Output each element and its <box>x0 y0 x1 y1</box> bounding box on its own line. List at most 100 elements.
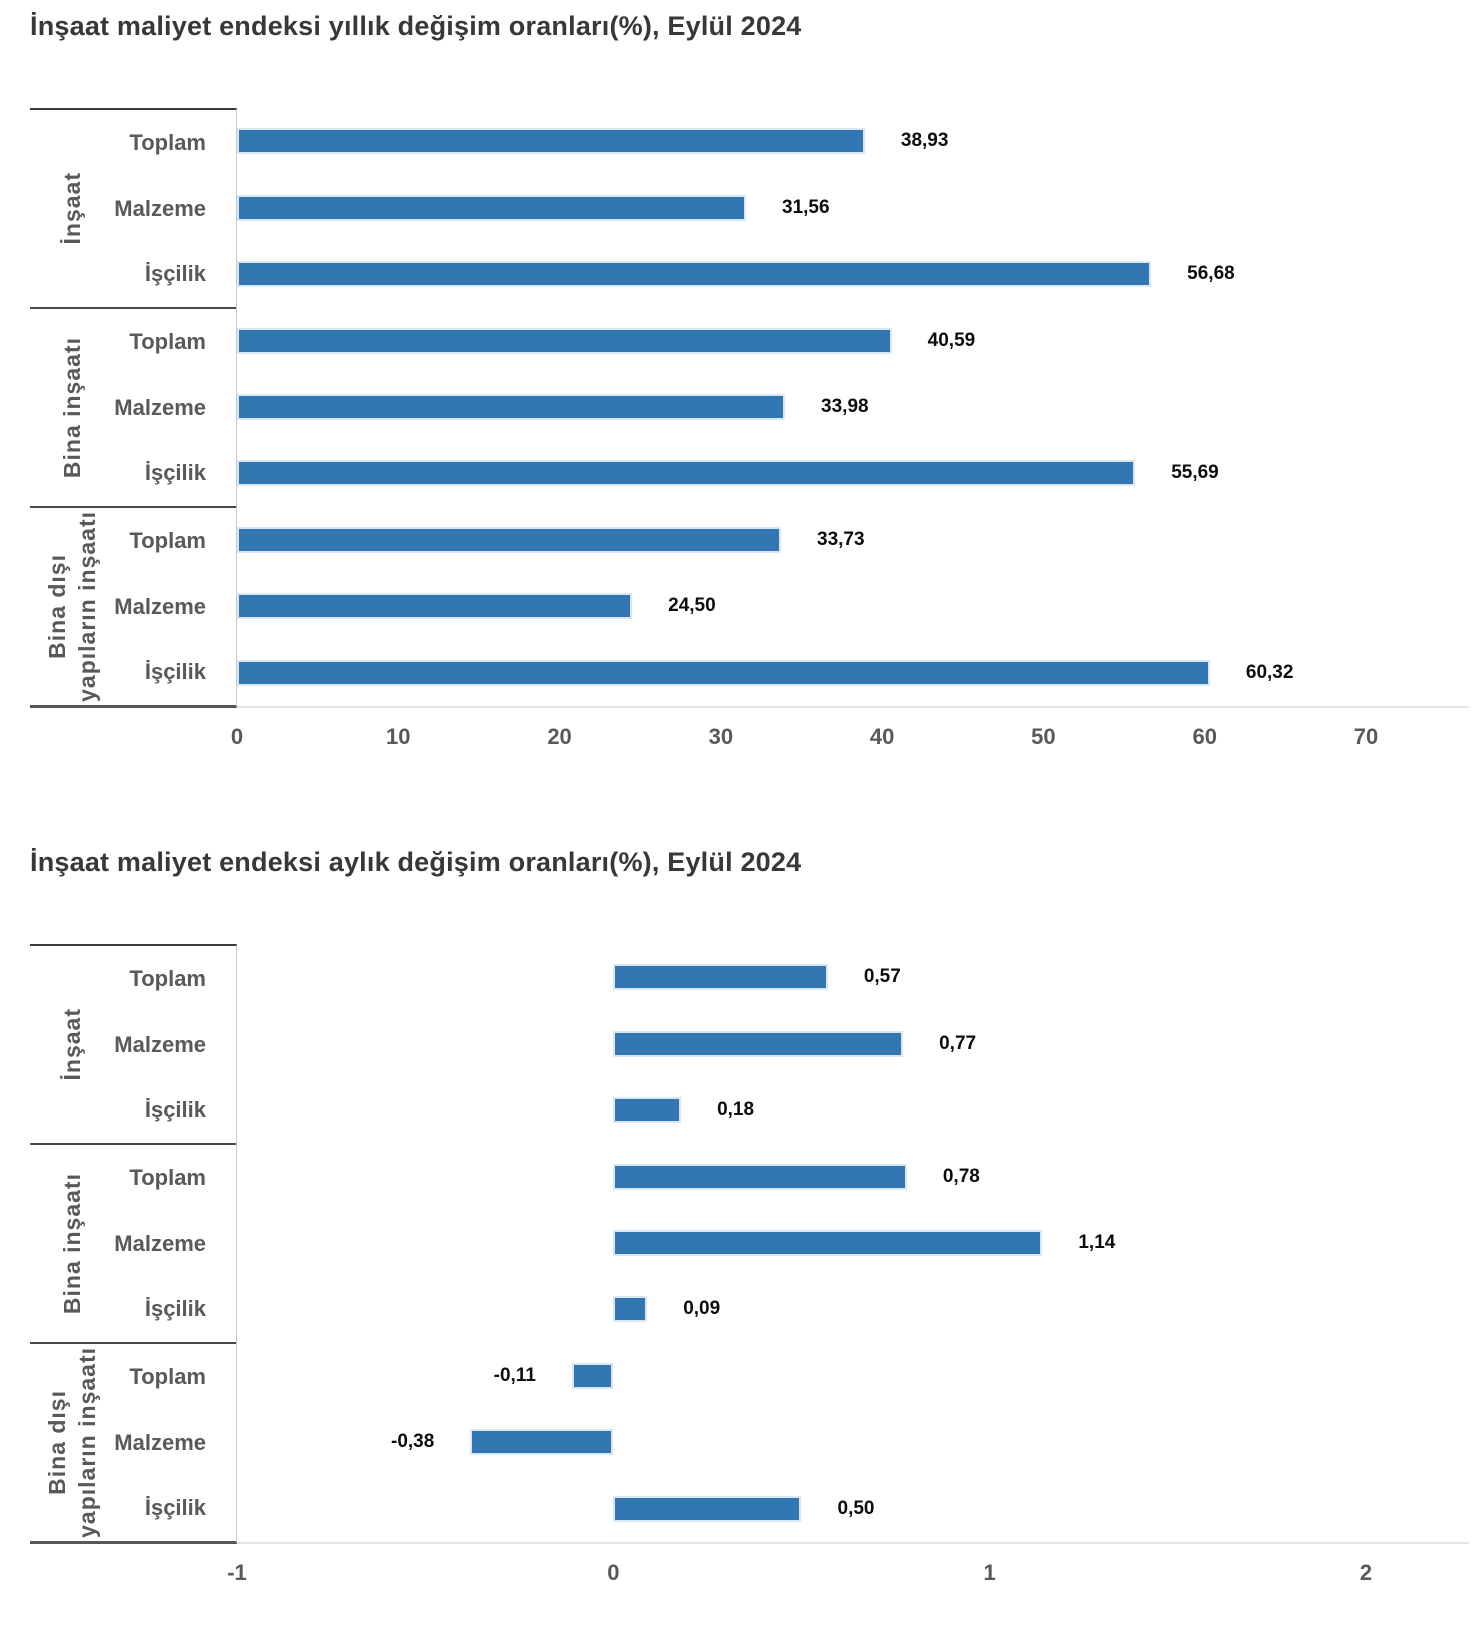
bar-row: 33,98 <box>237 374 1366 440</box>
axis-tick-label: 30 <box>708 724 734 749</box>
axis-tick-label: 1 <box>983 1560 996 1585</box>
axis-tick-label: 70 <box>1353 724 1379 749</box>
axis-tick-label: 40 <box>869 724 895 749</box>
annual-plot-area: 38,93 31,56 56,68 40,59 33,98 55,69 33,73 24,50… <box>237 108 1366 708</box>
category-label: Toplam <box>129 1164 206 1190</box>
bar <box>613 1163 907 1190</box>
category-labels: Toplam Malzeme İşçilik <box>114 110 236 307</box>
category-labels: Toplam Malzeme İşçilik <box>114 1145 236 1342</box>
bar-row: 0,09 <box>237 1276 1366 1342</box>
bar <box>613 964 828 991</box>
category-labels: Toplam Malzeme İşçilik <box>114 309 236 506</box>
value-label: 0,09 <box>683 1298 721 1320</box>
value-label: 40,59 <box>927 329 976 351</box>
bar <box>237 261 1152 288</box>
category-label: Toplam <box>129 129 206 155</box>
value-label: 0,77 <box>939 1032 977 1054</box>
category-label: Malzeme <box>114 1031 206 1057</box>
axis-tick-label: -1 <box>227 1560 247 1585</box>
bar <box>613 1030 904 1057</box>
value-label: 31,56 <box>782 196 830 218</box>
bar-row: 1,14 <box>237 1210 1366 1276</box>
group-label-line: Bina dışı <box>43 554 70 659</box>
monthly-chart-body: İnşaat Toplam Malzeme İşçilik Bina inşaatı To… <box>30 944 1476 1544</box>
bar-row: 55,69 <box>237 440 1366 506</box>
monthly-plot-area: 0,57 0,77 0,18 0,78 1,14 0,09 -0,11 -0,38 0,50 <box>237 944 1366 1544</box>
value-label: 56,68 <box>1187 263 1235 285</box>
group-label: Bina dışı yapıların inşaatı <box>30 1344 114 1541</box>
category-group: Bina dışı yapıların inşaatı Toplam Malzeme İ… <box>30 1342 236 1541</box>
annual-chart-title: İnşaat maliyet endeksi yıllık değişim or… <box>30 11 802 41</box>
category-labels: Toplam Malzeme İşçilik <box>114 508 236 705</box>
category-group: Bina dışı yapıların inşaatı Toplam Malzeme İ… <box>30 506 236 705</box>
axis-extension <box>1366 944 1469 1544</box>
group-label: Bina inşaatı <box>30 309 114 506</box>
category-label: Malzeme <box>114 1230 206 1256</box>
category-label: İşçilik <box>144 1495 206 1521</box>
value-label: 33,98 <box>821 395 869 417</box>
axis-tick-label: 50 <box>1031 724 1056 749</box>
value-label: 38,93 <box>900 130 949 152</box>
group-label: İnşaat <box>30 110 114 307</box>
value-label: 1,14 <box>1078 1231 1116 1253</box>
axis-tick-label: 0 <box>230 724 244 749</box>
category-label: İşçilik <box>144 1097 206 1123</box>
bar <box>237 593 633 620</box>
bar <box>237 526 782 553</box>
bar <box>613 1229 1043 1256</box>
category-group: İnşaat Toplam Malzeme İşçilik <box>30 110 236 307</box>
category-label: Toplam <box>129 328 206 354</box>
category-label: Toplam <box>129 527 206 553</box>
category-label: İşçilik <box>144 261 206 287</box>
category-labels: Toplam Malzeme İşçilik <box>114 1344 236 1541</box>
group-label-line: yapıların inşaatı <box>73 511 100 702</box>
value-label: 0,18 <box>717 1099 755 1121</box>
monthly-category-axis: İnşaat Toplam Malzeme İşçilik Bina inşaatı To… <box>30 944 237 1544</box>
annual-category-axis: İnşaat Toplam Malzeme İşçilik Bina inşaatı To… <box>30 108 237 708</box>
value-label: -0,11 <box>493 1364 536 1386</box>
bar-row: 0,18 <box>237 1077 1366 1143</box>
bar-row: -0,11 <box>237 1343 1366 1409</box>
bar-row: -0,38 <box>237 1409 1366 1475</box>
bar <box>571 1362 614 1389</box>
group-label-line: Bina inşaatı <box>58 336 85 479</box>
category-label: Malzeme <box>114 195 206 221</box>
category-group: İnşaat Toplam Malzeme İşçilik <box>30 946 236 1143</box>
bar-row: 24,50 <box>237 573 1366 639</box>
group-label-line: Bina dışı <box>43 1390 70 1495</box>
value-label: 0,50 <box>837 1497 875 1519</box>
bar <box>613 1296 648 1323</box>
axis-tick-label: 10 <box>386 724 411 749</box>
group-label-line: Bina inşaatı <box>58 1172 85 1315</box>
value-label: 0,57 <box>863 966 901 988</box>
value-label: 55,69 <box>1171 462 1219 484</box>
annual-x-axis: 0 10 20 30 40 50 60 70 <box>231 708 1378 758</box>
group-label-line: İnşaat <box>58 1008 85 1081</box>
category-group: Bina inşaatı Toplam Malzeme İşçilik <box>30 307 236 506</box>
axis-tick-label: 2 <box>1359 1560 1373 1585</box>
axis-tick-label: 60 <box>1192 724 1217 749</box>
bar <box>237 327 892 354</box>
annual-change-chart: İnşaat maliyet endeksi yıllık değişim or… <box>0 6 1476 758</box>
group-label-line: İnşaat <box>58 172 85 245</box>
bar <box>237 128 865 155</box>
group-label: Bina dışı yapıların inşaatı <box>30 508 114 705</box>
value-label: 33,73 <box>817 528 865 550</box>
annual-chart-body: İnşaat Toplam Malzeme İşçilik Bina inşaatı To… <box>30 108 1476 708</box>
category-group: Bina inşaatı Toplam Malzeme İşçilik <box>30 1143 236 1342</box>
bar-row: 0,78 <box>237 1143 1366 1209</box>
bar <box>237 460 1136 487</box>
bar <box>470 1429 614 1456</box>
value-label: 0,78 <box>942 1165 980 1187</box>
bar-row: 38,93 <box>237 108 1366 174</box>
construction-cost-index-report: İnşaat maliyet endeksi yıllık değişim or… <box>0 6 1476 1585</box>
category-label: Malzeme <box>114 394 206 420</box>
bar-row: 60,32 <box>237 640 1366 706</box>
axis-tick-label: 0 <box>607 1560 620 1585</box>
bar <box>613 1495 802 1522</box>
bar <box>613 1097 682 1124</box>
value-label: 24,50 <box>668 595 716 617</box>
bar-row: 56,68 <box>237 241 1366 307</box>
category-label: Malzeme <box>114 593 206 619</box>
bar <box>237 393 786 420</box>
